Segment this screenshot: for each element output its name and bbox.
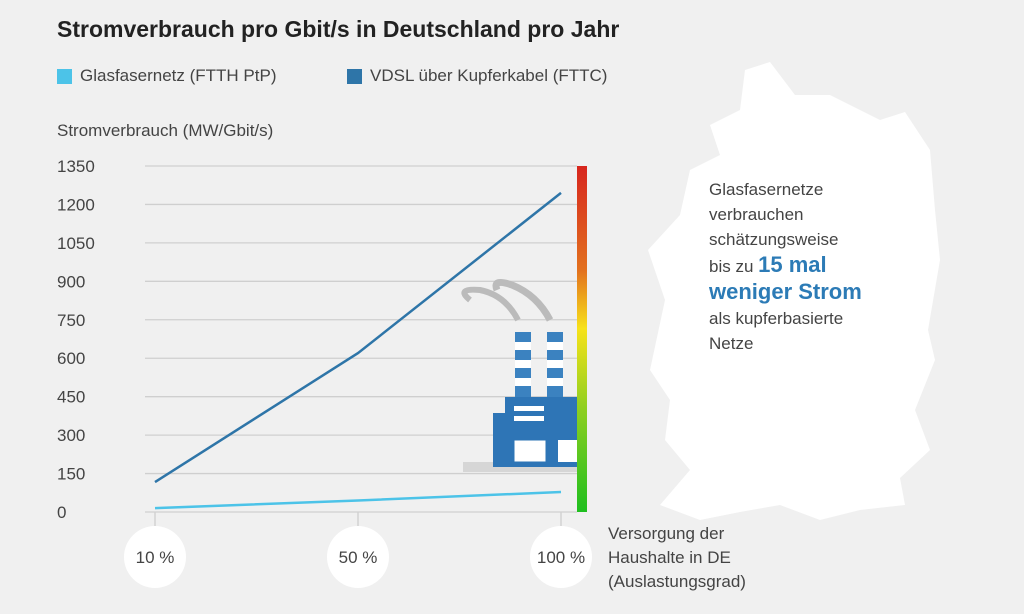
x-tick-label: 100 %	[537, 548, 585, 567]
x-axis-label-line: Versorgung der	[608, 524, 725, 543]
legend-swatch	[57, 68, 72, 84]
x-category-bubble	[327, 526, 389, 588]
annotation-line: als kupferbasierte	[709, 309, 844, 328]
annotation-line: bis zu	[709, 257, 759, 276]
factory-icon	[461, 278, 580, 472]
series-line-vdsl	[154, 191, 562, 484]
y-tick-label: 900	[57, 272, 85, 291]
x-category-bubble	[530, 526, 592, 588]
x-tick-label: 10 %	[136, 548, 175, 567]
y-tick-label: 1050	[57, 234, 95, 253]
annotation-highlight: weniger Strom	[709, 279, 862, 304]
x-axis-label-line: Haushalte in DE	[608, 548, 731, 567]
x-axis-label-line: (Auslastungsgrad)	[608, 572, 746, 591]
y-tick-label: 0	[57, 503, 66, 522]
annotation-highlight: 15 mal	[758, 252, 827, 277]
germany-map	[648, 62, 940, 520]
y-tick-label: 750	[57, 311, 85, 330]
y-tick-label: 150	[57, 465, 85, 484]
y-tick-label: 1200	[57, 195, 95, 214]
y-tick-label: 600	[57, 349, 85, 368]
x-axis-label: Versorgung der Haushalte in DE (Auslastu…	[608, 522, 808, 594]
heat-scale-bar	[577, 166, 587, 512]
y-tick-label: 300	[57, 426, 85, 445]
legend-item-glas: Glasfasernetz (FTTH PtP)	[57, 66, 276, 86]
y-tick-label: 1350	[57, 157, 95, 176]
series-line-glas	[154, 490, 562, 510]
x-tick-label: 50 %	[339, 548, 378, 567]
legend-label: Glasfasernetz (FTTH PtP)	[80, 66, 277, 85]
legend-swatch	[347, 68, 362, 84]
legend-label: VDSL über Kupferkabel (FTTC)	[370, 66, 608, 85]
map-annotation: Glasfasernetze verbrauchen schätzungswei…	[709, 177, 929, 356]
annotation-line: schätzungsweise	[709, 230, 839, 249]
x-category-bubble	[124, 526, 186, 588]
chart-title: Stromverbrauch pro Gbit/s in Deutschland…	[57, 16, 620, 42]
annotation-line: Netze	[709, 334, 754, 353]
y-axis-label: Stromverbrauch (MW/Gbit/s)	[57, 121, 274, 140]
annotation-line: verbrauchen	[709, 205, 804, 224]
annotation-line: Glasfasernetze	[709, 180, 824, 199]
y-tick-label: 450	[57, 388, 85, 407]
legend-item-vdsl: VDSL über Kupferkabel (FTTC)	[347, 66, 607, 86]
